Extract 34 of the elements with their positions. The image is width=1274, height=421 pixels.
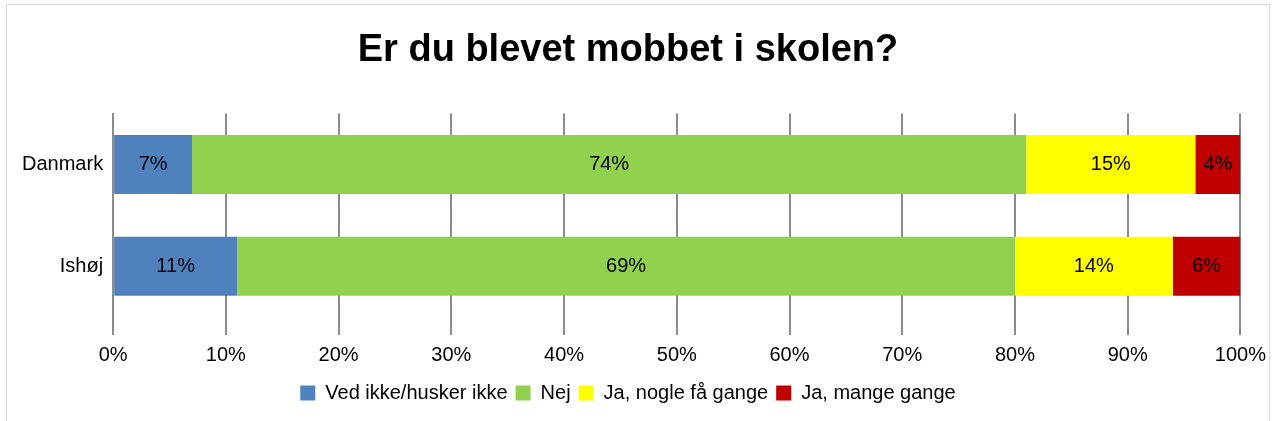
legend-label: Ja, mange gange <box>801 380 956 403</box>
legend-label: Ved ikke/husker ikke <box>325 380 508 403</box>
data-label: 6% <box>1192 253 1222 276</box>
bar <box>114 134 193 194</box>
x-tick-label: 40% <box>544 342 585 365</box>
bar <box>114 236 238 296</box>
data-label: 15% <box>1090 151 1132 174</box>
bar <box>1172 236 1241 296</box>
x-tick-label: 30% <box>431 342 472 365</box>
x-tick-label: 50% <box>656 342 698 365</box>
data-label: 74% <box>589 151 630 174</box>
y-tick-label: Ishøj <box>59 253 104 276</box>
x-tick-label: 10% <box>205 342 247 365</box>
bar <box>1014 236 1173 296</box>
data-label: 7% <box>138 151 168 174</box>
x-tick-label: 20% <box>318 342 359 365</box>
x-tick-label: 80% <box>994 342 1036 365</box>
bar <box>192 134 1027 194</box>
data-label: 14% <box>1073 253 1115 276</box>
x-tick-label: 100% <box>1214 342 1267 365</box>
x-tick-label: 0% <box>98 342 128 365</box>
chart-title: Er du blevet mobbet i skolen? <box>357 27 899 70</box>
legend-label: Nej <box>540 380 571 403</box>
bar <box>237 236 1015 296</box>
bar <box>1026 134 1196 194</box>
bar <box>1195 134 1241 194</box>
y-tick-label: Danmark <box>21 151 105 174</box>
data-label: 11% <box>156 253 196 276</box>
x-tick-label: 70% <box>882 342 923 365</box>
legend-label: Ja, nogle få gange <box>603 380 769 403</box>
data-label: 69% <box>606 253 647 276</box>
x-tick-label: 60% <box>769 342 810 365</box>
x-tick-label: 90% <box>1107 342 1148 365</box>
data-label: 4% <box>1203 151 1233 174</box>
